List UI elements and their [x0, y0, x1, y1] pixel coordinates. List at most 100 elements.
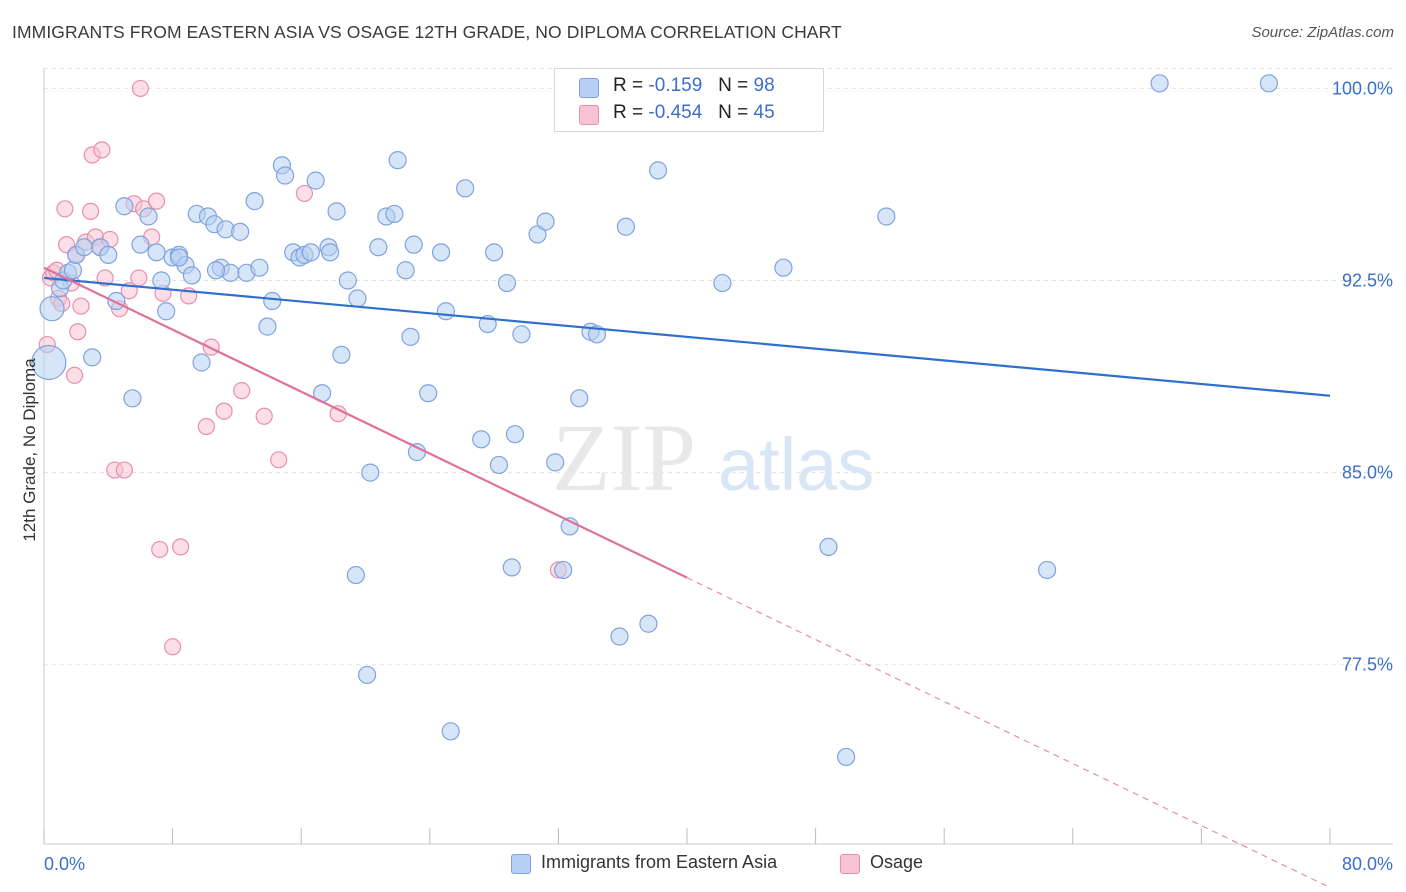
- eastern-asia-point: [610, 627, 629, 646]
- eastern-asia-point: [147, 243, 166, 262]
- eastern-asia-point: [192, 353, 211, 372]
- eastern-asia-point: [348, 289, 367, 308]
- eastern-asia-point: [404, 235, 423, 254]
- eastern-asia-point: [570, 389, 589, 408]
- osage-point: [65, 366, 84, 384]
- eastern-asia-point: [115, 197, 134, 216]
- osage-point: [115, 461, 133, 479]
- eastern-asia-point: [401, 327, 420, 346]
- eastern-asia-point: [182, 266, 201, 285]
- eastern-asia-point: [306, 171, 325, 190]
- eastern-asia-point: [346, 565, 365, 585]
- eastern-asia-point: [263, 291, 282, 311]
- eastern-asia-point: [206, 261, 226, 280]
- legend: R = -0.159 N = 98 R = -0.454 N = 45: [554, 68, 824, 132]
- legend-n-label: N =: [718, 75, 749, 96]
- legend-swatch-pink: [579, 105, 599, 125]
- y-tick-label: 85.0%: [1342, 463, 1393, 483]
- osage-point: [172, 538, 190, 556]
- eastern-asia-point: [419, 384, 438, 403]
- eastern-asia-point: [713, 273, 732, 293]
- eastern-asia-point: [456, 179, 475, 198]
- osage-point: [130, 269, 148, 287]
- legend-n-value: 45: [753, 102, 775, 123]
- eastern-asia-point: [512, 325, 531, 344]
- eastern-asia-point: [152, 271, 171, 290]
- eastern-asia-point: [536, 212, 555, 231]
- eastern-asia-point: [1259, 74, 1279, 93]
- legend-n-label: N =: [718, 102, 749, 123]
- osage-points: [38, 79, 568, 656]
- eastern-asia-point: [877, 207, 896, 226]
- eastern-asia-trend-line: [43, 276, 1331, 397]
- eastern-asia-point: [485, 243, 504, 262]
- eastern-asia-point: [472, 430, 491, 449]
- eastern-asia-point: [1150, 74, 1169, 93]
- x-tick-label: 0.0%: [44, 854, 85, 874]
- eastern-asia-point: [505, 425, 525, 444]
- eastern-asia-point: [231, 222, 250, 241]
- eastern-asia-point: [245, 192, 264, 211]
- osage-point: [215, 402, 233, 420]
- eastern-asia-point: [276, 166, 295, 185]
- legend-r-label: R =: [613, 102, 644, 123]
- eastern-asia-point: [489, 455, 509, 475]
- x-tick-label: 80.0%: [1342, 854, 1393, 874]
- eastern-asia-point: [431, 243, 451, 262]
- legend-r-label: R =: [613, 75, 644, 96]
- eastern-asia-point: [75, 238, 94, 257]
- eastern-asia-point: [358, 665, 377, 685]
- bottom-legend-label-blue: Immigrants from Eastern Asia: [541, 852, 778, 872]
- legend-swatch-blue: [579, 78, 599, 98]
- osage-point: [233, 382, 251, 400]
- eastern-asia-point: [528, 225, 547, 244]
- osage-trend-extension: [686, 577, 1331, 889]
- eastern-asia-point: [546, 453, 565, 472]
- eastern-asia-point: [648, 161, 668, 180]
- osage-point: [255, 407, 273, 425]
- axes: [43, 68, 1393, 845]
- legend-n-value: 98: [753, 75, 775, 96]
- legend-r-value: -0.159: [648, 75, 703, 96]
- eastern-asia-point: [369, 238, 388, 257]
- eastern-asia-point: [131, 235, 150, 254]
- watermark-atlas: atlas: [718, 423, 874, 506]
- y-axis-label-wrap: 12th Grade, No Diploma: [18, 300, 42, 600]
- eastern-asia-point: [497, 273, 517, 293]
- eastern-asia-point: [639, 614, 658, 633]
- bottom-swatch-blue: [511, 854, 531, 874]
- osage-trend-line: [43, 266, 688, 579]
- eastern-asia-point: [616, 217, 636, 236]
- eastern-asia-point: [321, 243, 340, 262]
- eastern-asia-point: [338, 271, 357, 290]
- eastern-asia-point: [250, 258, 269, 277]
- eastern-asia-point: [123, 389, 142, 408]
- osage-point: [131, 79, 150, 98]
- eastern-asia-point: [332, 345, 351, 364]
- legend-r-value: -0.454: [648, 102, 703, 123]
- eastern-asia-point: [99, 245, 118, 265]
- osage-point: [69, 323, 87, 341]
- bottom-legend-label-pink: Osage: [870, 852, 924, 872]
- eastern-asia-point: [554, 560, 573, 580]
- osage-point: [270, 451, 288, 469]
- eastern-asia-point: [388, 151, 407, 170]
- watermark: ZIP atlas: [552, 404, 874, 511]
- eastern-asia-point: [361, 463, 380, 482]
- eastern-asia-point: [774, 258, 793, 277]
- eastern-asia-point: [39, 296, 65, 322]
- eastern-asia-point: [157, 302, 176, 321]
- grid-lines: [44, 67, 1393, 666]
- osage-point: [82, 202, 100, 220]
- eastern-asia-point: [819, 537, 838, 556]
- y-axis-label: 12th Grade, No Diploma: [20, 358, 39, 542]
- eastern-asia-point: [107, 291, 126, 311]
- osage-point: [56, 200, 74, 218]
- y-tick-label: 77.5%: [1342, 655, 1393, 675]
- eastern-asia-point: [396, 261, 415, 280]
- eastern-asia-point: [407, 443, 427, 462]
- y-tick-label: 100.0%: [1332, 78, 1393, 98]
- tick-labels: 77.5% 85.0% 92.5% 100.0% 0.0% 80.0%: [44, 78, 1393, 874]
- eastern-asia-point: [385, 204, 404, 224]
